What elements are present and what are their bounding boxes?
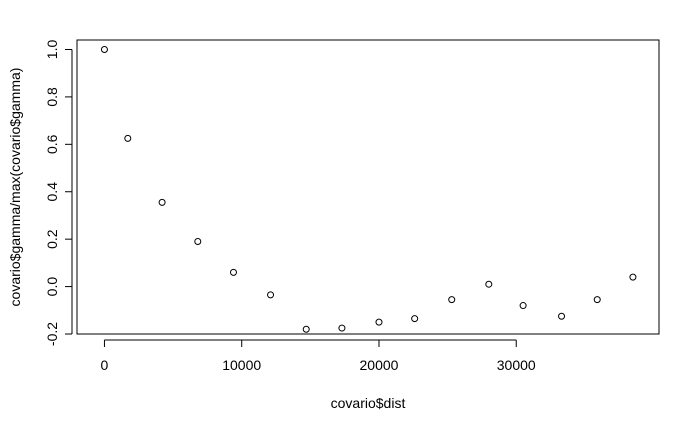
x-tick-label: 20000 bbox=[360, 357, 399, 373]
y-axis: -0.2 0.0 0.2 0.4 0.6 0.8 1.0 bbox=[44, 40, 73, 346]
y-tick-label: 0.6 bbox=[44, 134, 60, 154]
y-tick-label: 0.2 bbox=[44, 229, 60, 249]
y-tick-label: -0.2 bbox=[44, 322, 60, 346]
data-point bbox=[124, 134, 132, 142]
data-point bbox=[629, 273, 637, 281]
data-point bbox=[229, 268, 237, 276]
data-point bbox=[194, 238, 202, 246]
data-point bbox=[338, 324, 346, 332]
data-point bbox=[100, 45, 108, 53]
data-point bbox=[593, 296, 601, 304]
data-points bbox=[100, 45, 637, 333]
data-point bbox=[267, 291, 275, 299]
data-point bbox=[302, 325, 310, 333]
y-tick-label: 0.8 bbox=[44, 87, 60, 107]
x-axis: 0 10000 20000 30000 bbox=[101, 339, 536, 373]
data-point bbox=[519, 302, 527, 310]
x-axis-title: covario$dist bbox=[331, 395, 406, 411]
plot-box bbox=[76, 39, 660, 335]
x-tick-label: 10000 bbox=[222, 357, 261, 373]
data-point bbox=[158, 198, 166, 206]
y-axis-title: covario$gamma/max(covario$gamma) bbox=[7, 68, 23, 307]
y-tick-label: 0.0 bbox=[44, 277, 60, 297]
data-point bbox=[375, 318, 383, 326]
x-tick-label: 30000 bbox=[497, 357, 536, 373]
data-point bbox=[558, 312, 566, 320]
x-tick-label: 0 bbox=[101, 357, 109, 373]
data-point bbox=[448, 296, 456, 304]
data-point bbox=[485, 280, 493, 288]
y-tick-label: 1.0 bbox=[44, 40, 60, 60]
data-point bbox=[411, 315, 419, 323]
y-tick-label: 0.4 bbox=[44, 182, 60, 202]
